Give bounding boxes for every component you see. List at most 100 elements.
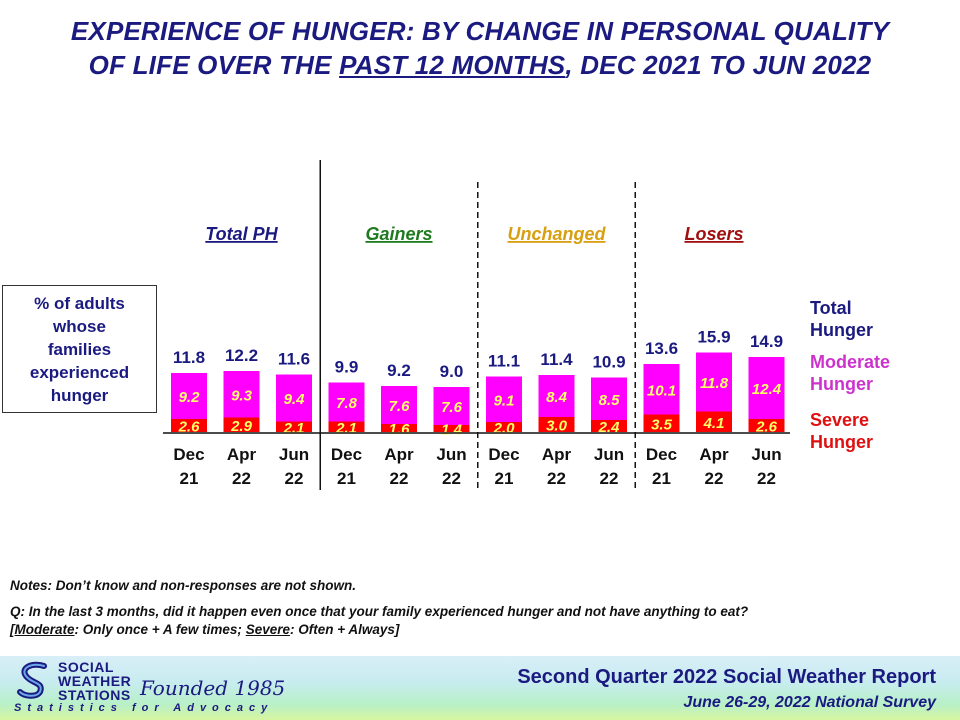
bar-severe — [223, 417, 260, 432]
legend-label-line-1: Moderate — [810, 352, 890, 372]
legend-label-line-2: Hunger — [810, 320, 873, 340]
total-value-label: 15.9 — [697, 328, 730, 347]
org-line: WEATHER — [58, 673, 132, 689]
severe-value-label: 3.0 — [546, 418, 568, 435]
notes-def-moderate: Moderate — [14, 622, 75, 637]
x-tick-year: 21 — [180, 469, 199, 488]
footer-banner: SOCIAL WEATHER STATIONS Founded 1985 Sta… — [0, 656, 960, 720]
x-tick-month: Dec — [331, 445, 362, 464]
sws-logo-icon — [17, 661, 47, 699]
moderate-value-label: 9.3 — [231, 387, 253, 404]
x-tick-year: 21 — [652, 469, 671, 488]
severe-value-label: 3.5 — [651, 416, 673, 433]
bar-moderate — [223, 371, 260, 418]
severe-value-label: 2.6 — [178, 419, 201, 436]
bar-moderate — [696, 352, 732, 412]
group-label: Losers — [684, 224, 743, 244]
x-tick-year: 22 — [232, 469, 251, 488]
notes-line-1: Notes: Don’t know and non-responses are … — [10, 578, 357, 593]
x-tick-year: 22 — [600, 469, 619, 488]
x-tick-month: Dec — [173, 445, 204, 464]
bar-moderate — [591, 377, 627, 420]
bar-severe — [643, 414, 680, 432]
x-tick-month: Apr — [384, 445, 414, 464]
bar-severe — [748, 419, 785, 432]
total-value-label: 14.9 — [750, 332, 783, 351]
legend-label-line-2: Hunger — [810, 374, 873, 394]
moderate-value-label: 8.5 — [599, 392, 621, 409]
bar-severe — [171, 419, 207, 432]
severe-value-label: 2.4 — [598, 419, 621, 436]
bar-moderate — [381, 386, 417, 424]
y-axis-label-box: % of adults whose families experienced h… — [2, 285, 157, 413]
total-value-label: 9.2 — [387, 361, 411, 380]
bar-moderate — [328, 382, 365, 422]
tagline: Statistics for Advocacy — [14, 702, 274, 714]
bar-moderate — [643, 364, 680, 415]
notes-def-part: : Often + Always] — [289, 622, 400, 637]
total-value-label: 11.8 — [173, 348, 205, 367]
notes-def-severe: Severe — [245, 622, 290, 637]
total-value-label: 10.9 — [592, 353, 625, 372]
severe-value-label: 2.0 — [493, 420, 516, 437]
moderate-value-label: 7.6 — [441, 399, 463, 416]
moderate-value-label: 7.8 — [336, 395, 358, 412]
bar-severe — [591, 420, 627, 432]
y-axis-label: % of adults whose families experienced h… — [30, 292, 129, 407]
total-value-label: 11.6 — [278, 350, 310, 369]
moderate-value-label: 12.4 — [752, 381, 782, 398]
y-label-line: families — [47, 339, 112, 359]
bar-moderate — [171, 373, 207, 419]
notes-def-part: [ — [10, 622, 15, 637]
x-tick-month: Jun — [751, 445, 781, 464]
x-tick-month: Jun — [594, 445, 624, 464]
bar-severe — [486, 422, 522, 432]
chart-title: EXPERIENCE OF HUNGER: BY CHANGE IN PERSO… — [0, 14, 960, 82]
severe-value-label: 1.6 — [389, 421, 411, 438]
x-tick-month: Apr — [227, 445, 257, 464]
x-tick-month: Dec — [646, 445, 677, 464]
org-name: SOCIAL WEATHER STATIONS — [58, 660, 131, 702]
title-line-2-underlined: PAST 12 MONTHS — [339, 50, 566, 80]
moderate-value-label: 8.4 — [546, 389, 568, 406]
notes-def-part: : Only once + A few times; — [74, 622, 246, 637]
title-line-2-pre: OF LIFE OVER THE — [88, 50, 340, 80]
moderate-value-label: 9.4 — [284, 391, 306, 408]
org-line: SOCIAL — [58, 659, 114, 675]
bar-moderate — [486, 376, 522, 422]
x-tick-month: Apr — [542, 445, 572, 464]
bar-severe — [433, 425, 470, 432]
severe-value-label: 1.4 — [441, 422, 463, 439]
survey-dates: June 26-29, 2022 National Survey — [683, 694, 936, 711]
bar-moderate — [433, 387, 470, 425]
total-value-label: 9.9 — [335, 358, 359, 377]
x-tick-year: 21 — [495, 469, 514, 488]
group-label: Gainers — [365, 224, 432, 244]
founded-text: Founded 1985 — [140, 676, 286, 700]
bar-severe — [696, 411, 732, 432]
notes: Notes: Don’t know and non-responses are … — [10, 577, 950, 639]
y-label-line: % of adults — [34, 293, 125, 313]
legend-label-line-2: Hunger — [810, 432, 873, 452]
total-value-label: 11.1 — [488, 352, 520, 371]
severe-value-label: 2.6 — [755, 419, 778, 436]
bar-moderate — [276, 374, 312, 422]
x-tick-year: 22 — [390, 469, 409, 488]
x-tick-year: 22 — [442, 469, 461, 488]
report-title: Second Quarter 2022 Social Weather Repor… — [517, 666, 936, 688]
group-label: Unchanged — [507, 224, 606, 244]
x-tick-month: Jun — [279, 445, 309, 464]
stacked-bar-chart: 2.6 9.2 11.8 Dec 21 2.9 9.3 12.2 Apr 22 2.1 9.4 11.6… — [163, 160, 890, 490]
x-tick-month: Apr — [699, 445, 729, 464]
title-line-2-post: , DEC 2021 TO JUN 2022 — [565, 50, 872, 80]
title-line-1: EXPERIENCE OF HUNGER: BY CHANGE IN PERSO… — [70, 16, 890, 46]
group-label: Total PH — [205, 224, 278, 244]
bar-severe — [276, 421, 312, 432]
legend-label-line-1: Severe — [810, 410, 869, 430]
legend-label-line-1: Total — [810, 298, 852, 318]
y-label-line: experienced — [29, 362, 130, 382]
y-label-line: whose — [53, 316, 106, 336]
bar-severe — [538, 417, 575, 432]
total-value-label: 9.0 — [440, 362, 464, 381]
total-value-label: 13.6 — [645, 339, 678, 358]
